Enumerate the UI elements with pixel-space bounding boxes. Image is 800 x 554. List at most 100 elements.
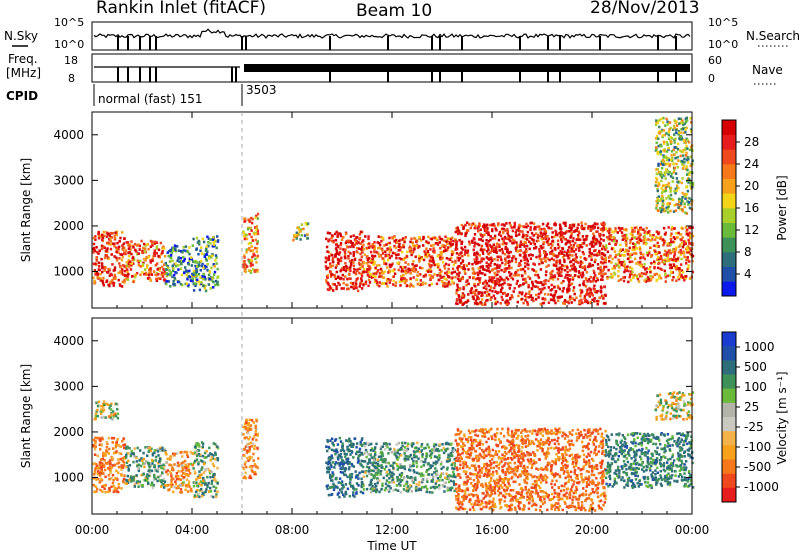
velocity-echo-cell bbox=[172, 477, 175, 481]
power-echo-cell bbox=[477, 238, 481, 241]
velocity-echo-cell bbox=[174, 482, 178, 486]
power-echo-cell bbox=[529, 228, 532, 232]
velocity-echo-cell bbox=[355, 491, 358, 494]
velocity-echo-cell bbox=[341, 484, 345, 487]
velocity-echo-cell bbox=[339, 481, 343, 485]
power-echo-cell bbox=[455, 242, 458, 245]
cpid-segment-label-1: normal (fast) 151 bbox=[98, 92, 202, 106]
power-echo-cell bbox=[95, 259, 98, 262]
velocity-echo-cell bbox=[333, 486, 336, 490]
power-echo-cell bbox=[429, 270, 433, 273]
power-echo-cell bbox=[681, 177, 684, 180]
power-echo-cell bbox=[560, 252, 563, 255]
power-echo-cell bbox=[200, 282, 203, 286]
power-echo-cell bbox=[674, 121, 677, 125]
velocity-echo-cell bbox=[114, 445, 118, 449]
power-echo-cell bbox=[669, 234, 673, 238]
power-echo-cell bbox=[153, 242, 157, 245]
power-echo-cell bbox=[656, 184, 660, 188]
power-echo-cell bbox=[157, 254, 160, 258]
power-echo-cell bbox=[682, 123, 685, 126]
velocity-echo-cell bbox=[339, 452, 343, 456]
power-echo-cell bbox=[599, 237, 603, 241]
power-echo-cell bbox=[670, 172, 673, 176]
velocity-echo-cell bbox=[187, 469, 191, 473]
power-echo-cell bbox=[105, 254, 108, 258]
power-echo-cell bbox=[674, 187, 677, 191]
power-echo-cell bbox=[207, 283, 210, 286]
velocity-echo-cell bbox=[200, 468, 203, 471]
power-echo-cell bbox=[483, 227, 486, 230]
velocity-echo-cell bbox=[252, 459, 255, 462]
power-echo-cell bbox=[582, 238, 585, 241]
power-echo-cell bbox=[118, 240, 121, 243]
velocity-echo-cell bbox=[189, 462, 193, 466]
power-echo-cell bbox=[463, 253, 467, 256]
velocity-echo-cell bbox=[149, 470, 152, 474]
power-echo-cell bbox=[673, 255, 676, 258]
power-echo-cell bbox=[432, 261, 435, 265]
power-echo-cell bbox=[535, 293, 538, 297]
power-echo-cell bbox=[509, 272, 513, 276]
power-echo-cell bbox=[661, 199, 664, 203]
power-echo-cell bbox=[637, 241, 641, 245]
power-echo-cell bbox=[437, 262, 440, 266]
power-echo-cell bbox=[117, 245, 121, 249]
velocity-echo-cell bbox=[136, 464, 139, 468]
velocity-echo-cell bbox=[394, 488, 397, 492]
power-echo-cell bbox=[681, 119, 684, 123]
velocity-echo-cell bbox=[196, 489, 199, 492]
power-echo-cell bbox=[368, 265, 371, 268]
power-echo-cell bbox=[667, 226, 670, 229]
nsky-label: N.Sky bbox=[4, 29, 38, 43]
velocity-echo-cell bbox=[187, 480, 191, 483]
power-echo-cell bbox=[493, 267, 496, 270]
power-echo-cell bbox=[546, 257, 549, 260]
power-echo-cell bbox=[655, 204, 658, 207]
power-echo-cell bbox=[165, 280, 168, 283]
power-echo-cell bbox=[187, 275, 190, 278]
power-echo-cell bbox=[454, 261, 457, 264]
velocity-echo-cell bbox=[349, 475, 352, 479]
velocity-echo-cell bbox=[246, 445, 249, 448]
power-echo-cell bbox=[633, 257, 637, 261]
power-echo-cell bbox=[547, 286, 550, 289]
power-echo-cell bbox=[409, 268, 412, 271]
power-echo-cell bbox=[360, 277, 363, 280]
power-echo-cell bbox=[122, 246, 125, 249]
power-echo-cell bbox=[165, 271, 168, 275]
power-echo-cell bbox=[630, 237, 634, 240]
velocity-echo-cell bbox=[248, 435, 252, 439]
power-echo-cell bbox=[684, 276, 687, 280]
power-echo-cell bbox=[485, 228, 488, 232]
power-echo-cell bbox=[101, 281, 105, 285]
power-echo-cell bbox=[485, 264, 488, 268]
power-echo-cell bbox=[242, 266, 245, 269]
power-echo-cell bbox=[523, 252, 526, 255]
power-echo-cell bbox=[645, 267, 648, 270]
power-echo-cell bbox=[481, 252, 485, 255]
power-echo-cell bbox=[628, 246, 631, 250]
velocity-echo-cell bbox=[181, 464, 184, 467]
power-echo-cell bbox=[483, 224, 486, 228]
power-echo-cell bbox=[463, 267, 467, 271]
power-echo-cell bbox=[300, 234, 303, 237]
power-echo-cell bbox=[541, 261, 544, 265]
power-echo-cell bbox=[565, 230, 569, 233]
velocity-echo-cell bbox=[251, 438, 254, 441]
power-echo-cell bbox=[451, 236, 454, 240]
power-echo-cell bbox=[570, 282, 574, 285]
velocity-echo-cell bbox=[254, 426, 257, 430]
velocity-echo-cell bbox=[357, 477, 360, 480]
power-echo-cell bbox=[635, 247, 639, 250]
power-echo-cell bbox=[623, 237, 626, 241]
power-echo-cell bbox=[105, 235, 109, 238]
power-echo-cell bbox=[149, 259, 152, 262]
power-echo-cell bbox=[631, 267, 634, 271]
velocity-echo-cell bbox=[250, 445, 253, 448]
power-echo-cell bbox=[663, 159, 666, 163]
power-echo-cell bbox=[479, 228, 482, 232]
power-echo-cell bbox=[654, 184, 657, 187]
power-echo-cell bbox=[545, 265, 548, 268]
